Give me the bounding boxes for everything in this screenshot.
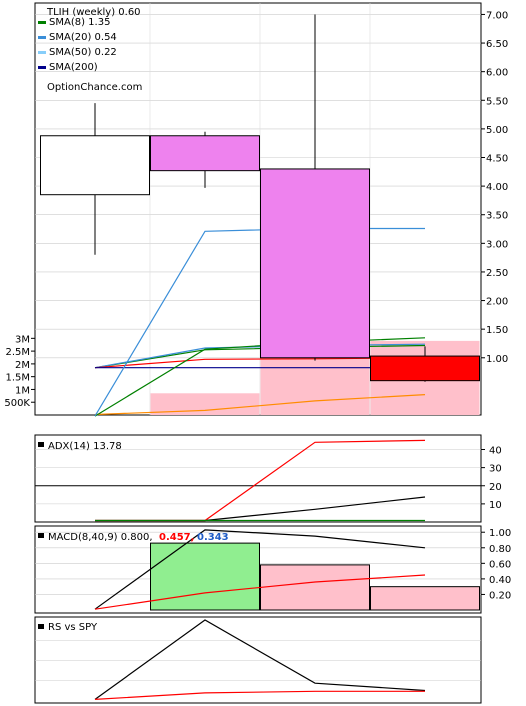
volume-sma-5-line [94, 394, 426, 416]
price-tick-label: 3.50 [486, 211, 508, 222]
price-y-axis: 1.00 1.50 2.00 2.50 3.00 3.50 4.00 4.50 5.00 5.50… [481, 10, 508, 365]
macd-histogram [150, 542, 480, 611]
volume-bar [150, 393, 260, 415]
macd-tick-label: 0.40 [489, 575, 511, 586]
adx-tick-label: 30 [489, 464, 502, 475]
volume-tick-label: 1M [15, 385, 30, 396]
legend-entry: SMA(200) [49, 62, 98, 73]
adx-y-axis: 10 20 30 40 [481, 446, 502, 511]
price-tick-label: 4.00 [486, 182, 508, 193]
adx-gridlines [35, 449, 481, 505]
candle-body [370, 355, 480, 382]
adx-tick-label: 40 [489, 446, 502, 457]
rs-legend-swatch [38, 624, 44, 629]
adx-lines [95, 439, 426, 522]
rs-line [94, 619, 426, 700]
price-panel: 1.00 1.50 2.00 2.50 3.00 3.50 4.00 4.50 5.00 5.50… [4, 2, 508, 417]
candle-body [260, 168, 370, 359]
legend-entry: SMA(8) 1.35 [49, 17, 110, 28]
price-tick-label: 4.50 [486, 154, 508, 165]
price-tick-label: 6.50 [486, 39, 508, 50]
volume-tick-label: 1.5M [5, 373, 30, 384]
rs-gridlines [35, 639, 481, 682]
legend-entry: SMA(20) 0.54 [49, 32, 117, 43]
adx-legend: ADX(14) 13.78 [48, 441, 122, 452]
macd-legend: MACD(8,40,9) 0.800, [48, 532, 153, 543]
macd-tick-label: 0.20 [489, 590, 511, 601]
macd-legend-value-1: 0.457, [159, 532, 194, 543]
signal-line [94, 574, 426, 610]
legend-swatch [38, 66, 46, 69]
macd-legend-swatch [38, 533, 44, 538]
price-tick-label: 2.00 [486, 297, 508, 308]
volume-y-axis: 500K 1M1.5M 2M 2.5M 3M [4, 334, 35, 409]
candles [40, 14, 480, 382]
volume-tick-label: 2M [15, 360, 30, 371]
macd-histogram-bar [150, 542, 260, 611]
candle-body [40, 135, 150, 196]
price-tick-label: 2.50 [486, 268, 508, 279]
macd-legend-value-2: 0.343 [197, 532, 229, 543]
macd-tick-label: 0.60 [489, 559, 511, 570]
legend-swatch [38, 36, 46, 39]
price-tick-label: 3.00 [486, 239, 508, 250]
volume-tick-label: 500K [4, 398, 30, 409]
price-tick-label: 6.00 [486, 68, 508, 79]
macd-y-axis: 0.20 0.40 0.60 0.80 1.00 [481, 528, 511, 601]
macd-histogram-bar [260, 564, 370, 611]
rs-panel: RS vs SPY [34, 616, 482, 704]
price-tick-label: 1.00 [486, 354, 508, 365]
price-tick-label: 5.00 [486, 125, 508, 136]
candle-body [150, 135, 260, 172]
rs-average-line [94, 690, 425, 700]
rs-lines [94, 619, 426, 700]
rs-legend: RS vs SPY [48, 622, 98, 633]
adx-legend-swatch [38, 442, 44, 447]
macd-line [94, 529, 426, 610]
price-legend: TLIH (weekly) 0.60 SMA(8) 1.35 SMA(20) 0.… [38, 7, 142, 93]
price-tick-label: 7.00 [486, 10, 508, 21]
legend-swatch [38, 21, 46, 24]
legend-swatch [38, 51, 46, 54]
macd-tick-label: 1.00 [489, 528, 511, 539]
macd-panel: 0.20 0.40 0.60 0.80 1.00 MACD(8,40,9) 0.800,… [34, 525, 511, 614]
price-tick-label: 5.50 [486, 96, 508, 107]
adx-tick-label: 10 [489, 500, 502, 511]
macd-lines [94, 529, 426, 610]
price-tick-label: 1.50 [486, 325, 508, 336]
adx-tick-label: 20 [489, 482, 502, 493]
volume-tick-label: 3M [15, 334, 30, 345]
watermark-text: OptionChance.com [47, 82, 142, 93]
volume-bar [260, 354, 370, 415]
volume-tick-label: 2.5M [5, 347, 30, 358]
macd-tick-label: 0.80 [489, 544, 511, 555]
legend-entry: SMA(50) 0.22 [49, 47, 117, 58]
adx-panel: 10 20 30 40 ADX(14) 13.78 [34, 434, 502, 523]
macd-histogram-bar [370, 586, 480, 611]
chart-title: TLIH (weekly) 0.60 [46, 7, 141, 18]
